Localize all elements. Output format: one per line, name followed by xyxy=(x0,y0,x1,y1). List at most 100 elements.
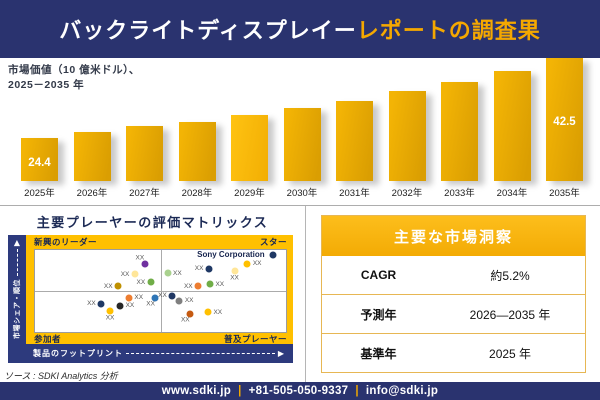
bar-series: 24.4 42.5 xyxy=(0,58,600,181)
matrix-point-label: XX xyxy=(215,280,225,288)
page-title-main: バックライトディスプレイー xyxy=(59,18,357,43)
matrix-point: XX xyxy=(104,282,122,290)
chart-title: 市場価値（10 億米ドル）、 2025－2035 年 xyxy=(8,63,140,92)
insights-row: 基準年 2025 年 xyxy=(322,333,585,372)
x-axis-tick-label: 2025年 xyxy=(24,188,55,199)
footer-phone: +81-505-050-9337 xyxy=(248,385,349,397)
footer-email: info@sdki.jp xyxy=(365,385,439,397)
x-axis-tick-label: 2029年 xyxy=(234,188,265,199)
matrix-point-label: XX xyxy=(120,270,130,278)
y-axis-arrow-icon: ▶ xyxy=(12,240,21,247)
matrix-point-label: XX xyxy=(173,269,182,277)
matrix-point: XX xyxy=(87,300,105,308)
matrix-point: XX xyxy=(175,297,193,305)
matrix-point-label: XX xyxy=(87,300,96,308)
matrix-point-label: XX xyxy=(135,254,145,262)
matrix-plot-area: XX XX XX XX XX XX XX XX XX XX Sony Corporation XX XX… xyxy=(34,249,287,333)
x-axis-tick-label: 2032年 xyxy=(391,188,423,199)
matrix-point: XX xyxy=(125,294,143,302)
insights-row-label: CAGR xyxy=(360,268,397,282)
footer-contact: www.sdki.jp | +81-505-050-9337 | info@sdki.j… xyxy=(162,385,439,397)
bar-2034年 xyxy=(493,71,531,181)
page-title-accent: レポートの調査果 xyxy=(356,18,541,43)
matrix-point-label: XX xyxy=(180,316,190,324)
matrix-point: XX xyxy=(146,294,159,307)
matrix-y-axis: 市場シェア・順位 ▶ xyxy=(8,235,26,344)
insights-row-value: 約5.2% xyxy=(490,268,530,283)
x-axis-tick-label: 2027年 xyxy=(129,188,160,199)
insights-table: 主要な市場洞察 CAGR 約5.2% 予測年 2026—2035 年基準年 2025 年 xyxy=(321,215,586,373)
bar-chart-section: 市場価値（10 億米ドル）、 2025－2035 年 24.4 42.5 2025… xyxy=(0,58,600,205)
quadrant-label-top-left: 新興のリーダー xyxy=(34,237,98,247)
insights-title: 主要な市場洞察 xyxy=(322,216,585,256)
source-note: ソース : SDKI Analytics 分析 xyxy=(4,371,118,381)
bar-2030年 xyxy=(283,108,321,181)
matrix-point: XX xyxy=(206,280,224,288)
bar-value-label: 24.4 xyxy=(28,157,51,169)
bar-2033年 xyxy=(441,82,478,181)
matrix-title: 主要プレーヤーの評価マトリックス xyxy=(36,215,269,230)
insights-rows: CAGR 約5.2% 予測年 2026—2035 年基準年 2025 年 xyxy=(322,256,585,372)
evaluation-matrix: 市場シェア・順位 ▶ 新興のリーダー スター XX XX XX XX XX XX XX XX X… xyxy=(8,235,293,363)
lower-section: 主要プレーヤーの評価マトリックス 市場シェア・順位 ▶ 新興のリーダー スター xyxy=(0,205,600,382)
x-axis-tick-label: 2028年 xyxy=(181,188,213,199)
quadrant-label-bottom-left: 参加者 xyxy=(34,333,62,344)
matrix-point: XX xyxy=(204,308,222,316)
bar-2031年 xyxy=(336,101,373,181)
matrix-point: XX xyxy=(116,302,134,310)
x-axis-tick-label: 2035年 xyxy=(549,188,580,199)
matrix-frame: 新興のリーダー スター XX XX XX XX XX XX XX XX XX XX Sony Cor… xyxy=(26,235,293,344)
bar-2035年: 42.5 xyxy=(546,58,583,181)
matrix-point-label: XX xyxy=(194,265,204,273)
x-axis-tick-label: 2030年 xyxy=(286,188,318,199)
x-axis-dashes xyxy=(126,353,275,354)
footer-separator: | xyxy=(238,385,242,397)
matrix-point-label: XX xyxy=(103,282,113,290)
matrix-point-label: XX xyxy=(158,292,167,300)
x-axis-label: 製品のフットプリント xyxy=(33,349,123,358)
footer-separator: | xyxy=(355,385,359,397)
quadrant-label-bottom-right: 普及プレーヤー xyxy=(223,333,287,344)
y-axis-dashes xyxy=(16,249,18,276)
matrix-x-axis: 製品のフットプリント ▶ xyxy=(26,344,293,363)
matrix-point: XX xyxy=(121,270,139,278)
player-matrix-panel: 主要プレーヤーの評価マトリックス 市場シェア・順位 ▶ 新興のリーダー スター xyxy=(0,206,306,382)
matrix-point: XX xyxy=(106,307,114,321)
insights-row-value: 2025 年 xyxy=(489,346,532,361)
bar-2025年: 24.4 xyxy=(21,138,58,181)
matrix-point-label: XX xyxy=(146,300,155,308)
insights-panel: 主要な市場洞察 CAGR 約5.2% 予測年 2026—2035 年基準年 2025 年 xyxy=(306,206,600,382)
quadrant-label-top-right: スター xyxy=(259,237,287,247)
matrix-point: XX xyxy=(137,278,155,286)
bar-2028年 xyxy=(178,122,216,181)
matrix-point-label: XX xyxy=(230,274,239,281)
matrix-point-label: XX xyxy=(184,297,194,305)
matrix-point: XX xyxy=(195,265,213,273)
bar-2027年 xyxy=(126,126,163,181)
x-axis-tick-label: 2026年 xyxy=(76,188,108,199)
x-axis-arrow-icon: ▶ xyxy=(277,348,284,358)
matrix-point-label: XX xyxy=(252,260,262,268)
matrix-point: XX xyxy=(181,310,194,324)
bar-2026年 xyxy=(73,132,111,181)
matrix-point-label: Sony Corporation xyxy=(197,250,265,260)
insights-row-value: 2026—2035 年 xyxy=(469,307,551,322)
page-title: バックライトディスプレイーレポートの調査果 xyxy=(59,13,540,45)
matrix-point: XX xyxy=(164,269,182,277)
insights-row-label: 予測年 xyxy=(360,307,397,322)
insights-row: CAGR 約5.2% xyxy=(322,256,585,294)
bar-2032年 xyxy=(388,91,426,181)
matrix-point-label: XX xyxy=(136,278,146,286)
matrix-point-label: XX xyxy=(134,294,144,302)
matrix-point: XX xyxy=(158,292,176,300)
matrix-point: Sony Corporation xyxy=(197,250,277,259)
x-axis-tick-label: 2034年 xyxy=(496,188,528,199)
x-axis-tick-label: 2033年 xyxy=(444,188,475,199)
y-axis-label: 市場シェア・順位 xyxy=(14,279,21,339)
insights-row-label: 基準年 xyxy=(360,346,397,361)
matrix-point-label: XX xyxy=(125,302,135,310)
footer-website: www.sdki.jp xyxy=(161,385,232,397)
bar-2029年 xyxy=(231,115,268,181)
chart-title-line1: 市場価値（10 億米ドル）、 xyxy=(8,64,140,76)
